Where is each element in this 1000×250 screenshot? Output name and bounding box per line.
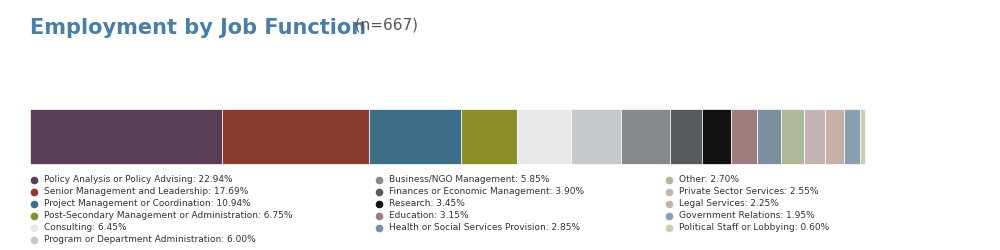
- Bar: [702, 109, 731, 164]
- Text: Policy Analysis or Policy Advising: 22.94%: Policy Analysis or Policy Advising: 22.9…: [44, 176, 233, 184]
- Text: Senior Management and Leadership: 17.69%: Senior Management and Leadership: 17.69%: [44, 188, 248, 196]
- Bar: [757, 109, 781, 164]
- Bar: [731, 109, 757, 164]
- Bar: [461, 109, 517, 164]
- Text: Health or Social Services Provision: 2.85%: Health or Social Services Provision: 2.8…: [389, 224, 580, 232]
- Bar: [517, 109, 571, 164]
- Text: Project Management or Coordination: 10.94%: Project Management or Coordination: 10.9…: [44, 200, 251, 208]
- Bar: [781, 109, 804, 164]
- Text: Business/NGO Management: 5.85%: Business/NGO Management: 5.85%: [389, 176, 550, 184]
- Text: Legal Services: 2.25%: Legal Services: 2.25%: [679, 200, 779, 208]
- Bar: [670, 109, 702, 164]
- Text: Other: 2.70%: Other: 2.70%: [679, 176, 739, 184]
- Bar: [30, 109, 222, 164]
- Text: Employment by Job Function: Employment by Job Function: [30, 18, 366, 38]
- Bar: [825, 109, 844, 164]
- Bar: [571, 109, 621, 164]
- Bar: [860, 109, 865, 164]
- Text: Post-Secondary Management or Administration: 6.75%: Post-Secondary Management or Administrat…: [44, 212, 292, 220]
- Bar: [222, 109, 369, 164]
- Text: Program or Department Administration: 6.00%: Program or Department Administration: 6.…: [44, 236, 256, 244]
- Text: Government Relations: 1.95%: Government Relations: 1.95%: [679, 212, 815, 220]
- Text: (n=667): (n=667): [345, 18, 418, 32]
- Bar: [804, 109, 825, 164]
- Text: Finances or Economic Management: 3.90%: Finances or Economic Management: 3.90%: [389, 188, 584, 196]
- Bar: [844, 109, 860, 164]
- Text: Political Staff or Lobbying: 0.60%: Political Staff or Lobbying: 0.60%: [679, 224, 829, 232]
- Text: Consulting: 6.45%: Consulting: 6.45%: [44, 224, 127, 232]
- Text: Research: 3.45%: Research: 3.45%: [389, 200, 465, 208]
- Text: Education: 3.15%: Education: 3.15%: [389, 212, 469, 220]
- Text: Private Sector Services: 2.55%: Private Sector Services: 2.55%: [679, 188, 818, 196]
- Bar: [621, 109, 670, 164]
- Bar: [369, 109, 461, 164]
